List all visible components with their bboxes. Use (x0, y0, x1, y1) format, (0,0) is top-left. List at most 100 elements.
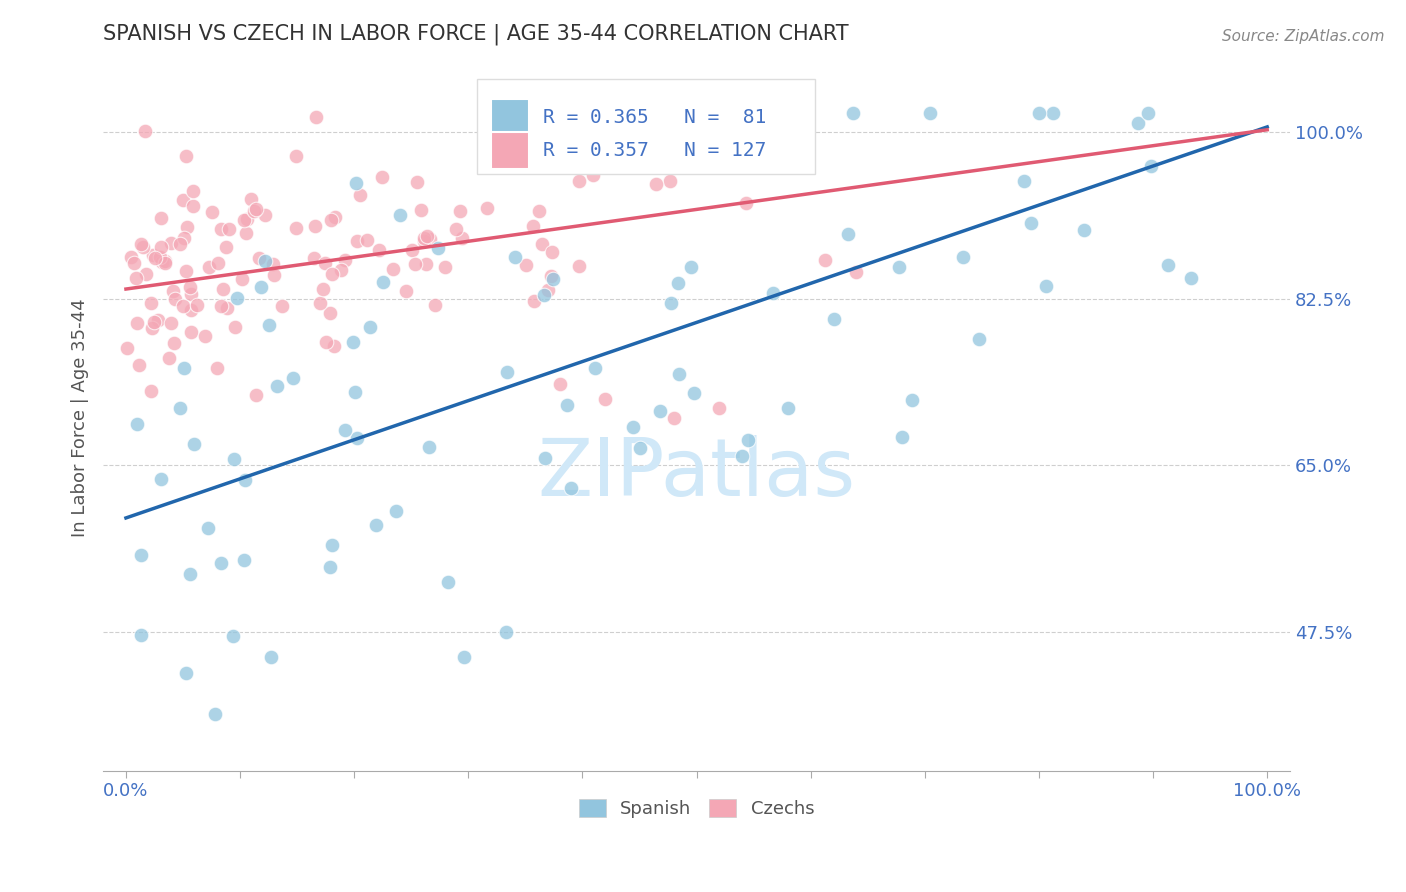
Point (163, 336, 186, 351)
Point (436, 574, 458, 589)
Point (131, 237, 153, 252)
Point (346, 234, 368, 248)
Point (1028, 105, 1050, 120)
Point (735, 195, 758, 210)
Point (1019, 216, 1042, 230)
Point (174, 264, 197, 278)
Point (682, 385, 704, 400)
Point (169, 237, 191, 252)
Point (1140, 159, 1163, 173)
Point (413, 235, 436, 249)
Point (321, 539, 343, 553)
Point (453, 650, 475, 665)
Point (540, 269, 562, 284)
Point (1157, 258, 1180, 272)
Point (668, 368, 690, 382)
Point (254, 254, 277, 268)
Point (1042, 106, 1064, 120)
Point (1137, 105, 1160, 120)
Point (319, 306, 342, 320)
Point (495, 624, 517, 639)
Point (209, 557, 232, 571)
Point (181, 185, 204, 199)
Point (901, 392, 924, 407)
Point (315, 334, 337, 349)
Point (235, 227, 257, 241)
Point (349, 188, 371, 202)
Point (285, 149, 308, 163)
Point (560, 482, 582, 496)
Text: SPANISH VS CZECH IN LABOR FORCE | AGE 35-44 CORRELATION CHART: SPANISH VS CZECH IN LABOR FORCE | AGE 35… (103, 24, 849, 45)
Point (342, 334, 364, 349)
Point (533, 287, 555, 301)
Point (648, 404, 671, 418)
Point (314, 256, 336, 270)
Point (180, 303, 202, 318)
Point (628, 151, 651, 165)
Legend: Spanish, Czechs: Spanish, Czechs (571, 791, 821, 825)
Point (262, 257, 284, 271)
Point (449, 204, 471, 219)
Point (540, 244, 562, 259)
Point (125, 271, 148, 285)
Point (128, 359, 150, 373)
Point (621, 419, 644, 434)
Point (404, 257, 426, 271)
Point (778, 401, 800, 416)
Point (423, 298, 446, 312)
Point (150, 211, 173, 225)
Point (150, 472, 173, 486)
Point (537, 283, 560, 297)
Point (364, 517, 387, 532)
Point (174, 666, 197, 681)
Point (198, 260, 221, 274)
Point (548, 377, 571, 392)
Point (333, 252, 356, 267)
Point (197, 521, 219, 535)
Point (346, 431, 368, 445)
Point (644, 177, 666, 191)
Point (368, 243, 391, 257)
Point (236, 212, 259, 227)
Point (681, 260, 703, 274)
Point (174, 149, 197, 163)
Point (329, 263, 352, 277)
Point (344, 176, 367, 190)
Point (204, 706, 226, 721)
Point (172, 299, 194, 313)
Point (312, 282, 335, 296)
Point (249, 280, 271, 294)
Point (283, 371, 305, 385)
Point (120, 251, 142, 265)
Point (207, 256, 229, 270)
Point (578, 125, 600, 139)
Point (1073, 223, 1095, 237)
Point (243, 203, 266, 218)
Point (159, 316, 181, 330)
Point (356, 233, 378, 247)
Point (124, 256, 146, 270)
Point (205, 360, 228, 375)
Point (1014, 173, 1036, 187)
Point (173, 360, 195, 375)
Point (887, 260, 910, 274)
Point (323, 210, 346, 224)
Point (382, 261, 405, 276)
Point (434, 260, 457, 274)
Point (141, 321, 163, 335)
Point (150, 240, 173, 254)
Point (209, 299, 232, 313)
Point (222, 629, 245, 643)
Point (503, 250, 526, 264)
Point (224, 320, 246, 334)
Point (142, 315, 165, 329)
Point (523, 294, 546, 309)
Point (427, 241, 450, 255)
Point (534, 451, 557, 466)
Point (541, 271, 564, 285)
Point (266, 379, 288, 393)
Point (176, 220, 198, 235)
Point (737, 433, 759, 447)
Point (412, 231, 434, 245)
Point (134, 124, 156, 138)
